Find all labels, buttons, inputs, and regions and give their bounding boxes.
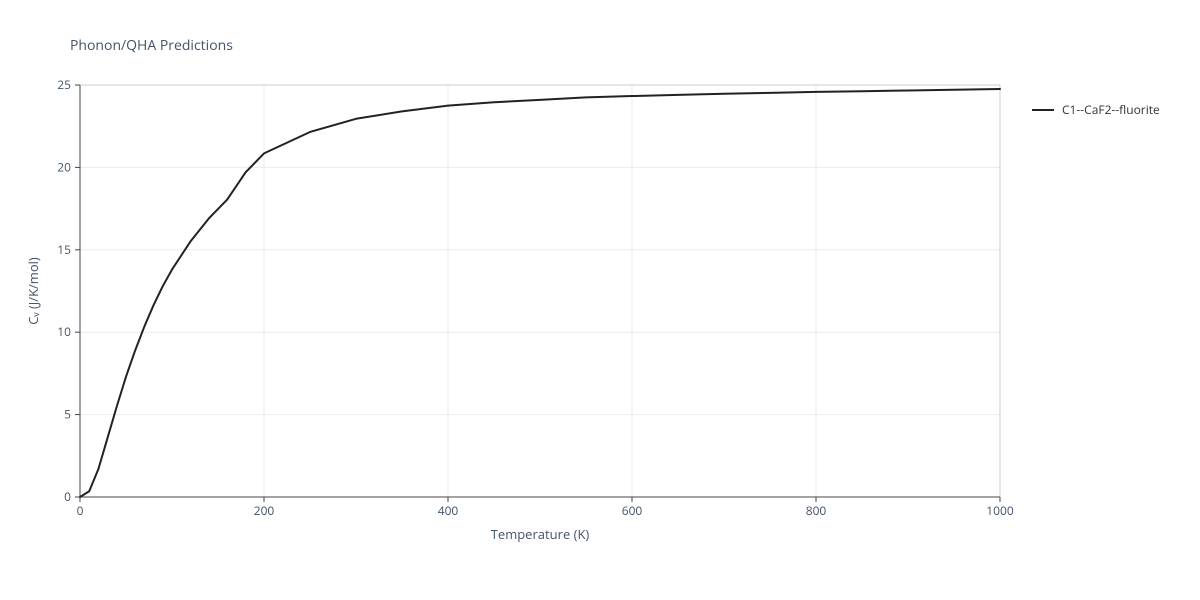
x-tick-label: 400 bbox=[438, 502, 459, 519]
y-tick-label: 0 bbox=[64, 488, 71, 505]
x-tick-label: 800 bbox=[806, 502, 827, 519]
chart-container: Phonon/QHA Predictions 02004006008001000… bbox=[0, 0, 1200, 600]
x-tick-label: 1000 bbox=[986, 502, 1014, 519]
y-tick-label: 15 bbox=[57, 241, 71, 258]
y-axis-label: Cᵥ (J/K/mol) bbox=[24, 257, 42, 325]
x-axis-label: Temperature (K) bbox=[491, 525, 590, 543]
x-tick-label: 200 bbox=[254, 502, 275, 519]
y-tick-label: 5 bbox=[64, 406, 71, 423]
series-line bbox=[80, 89, 1000, 497]
legend-label: C1--CaF2--fluorite bbox=[1062, 101, 1160, 118]
y-tick-label: 20 bbox=[57, 158, 71, 175]
chart-svg: 0 200 400 600 800 1000 0 5 10 15 20 25 Temperature (… bbox=[0, 0, 1200, 600]
x-tick-label: 600 bbox=[622, 502, 643, 519]
x-tick-label: 0 bbox=[77, 502, 84, 519]
y-tick-label: 10 bbox=[57, 323, 71, 340]
y-tick-label: 25 bbox=[57, 76, 71, 93]
